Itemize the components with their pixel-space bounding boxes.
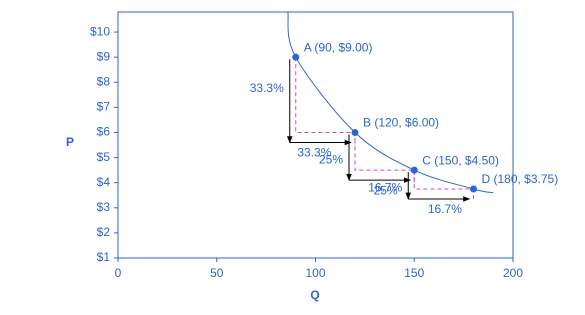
y-axis-label: P <box>66 135 74 149</box>
x-tick-label: 150 <box>404 266 424 280</box>
y-tick-label: $1 <box>97 250 111 264</box>
y-tick-label: $10 <box>90 24 110 38</box>
y-tick-label: $3 <box>97 200 111 214</box>
point-label: B (120, $6.00) <box>363 116 439 130</box>
price-change-label: 25% <box>319 152 343 166</box>
quantity-change-label: 16.7% <box>428 202 462 216</box>
price-change-label: 16.7% <box>368 181 402 195</box>
y-tick-label: $9 <box>97 49 111 63</box>
dashed-guide <box>413 170 474 202</box>
y-tick-label: $8 <box>97 74 111 88</box>
quantity-change-label: 33.3% <box>297 146 331 160</box>
x-tick-label: 100 <box>305 266 325 280</box>
point <box>351 128 359 136</box>
x-tick-label: 0 <box>115 266 122 280</box>
y-tick-label: $7 <box>97 100 111 114</box>
y-tick-label: $5 <box>97 150 111 164</box>
y-tick-label: $6 <box>97 125 111 139</box>
point-label: D (180, $3.75) <box>482 172 559 186</box>
point <box>410 166 418 174</box>
y-tick-label: $2 <box>97 225 111 239</box>
point <box>470 185 477 193</box>
point <box>292 53 300 61</box>
x-axis-label: Q <box>310 288 319 302</box>
quantity-change-label: 25% <box>374 183 398 197</box>
price-change-label: 33.3% <box>250 81 284 95</box>
point-label: C (150, $4.50) <box>422 153 499 167</box>
y-tick-label: $4 <box>97 175 111 189</box>
x-tick-label: 50 <box>210 266 224 280</box>
dashed-guide <box>295 57 356 146</box>
point-label: A (90, $9.00) <box>304 40 373 54</box>
x-tick-label: 200 <box>503 266 523 280</box>
